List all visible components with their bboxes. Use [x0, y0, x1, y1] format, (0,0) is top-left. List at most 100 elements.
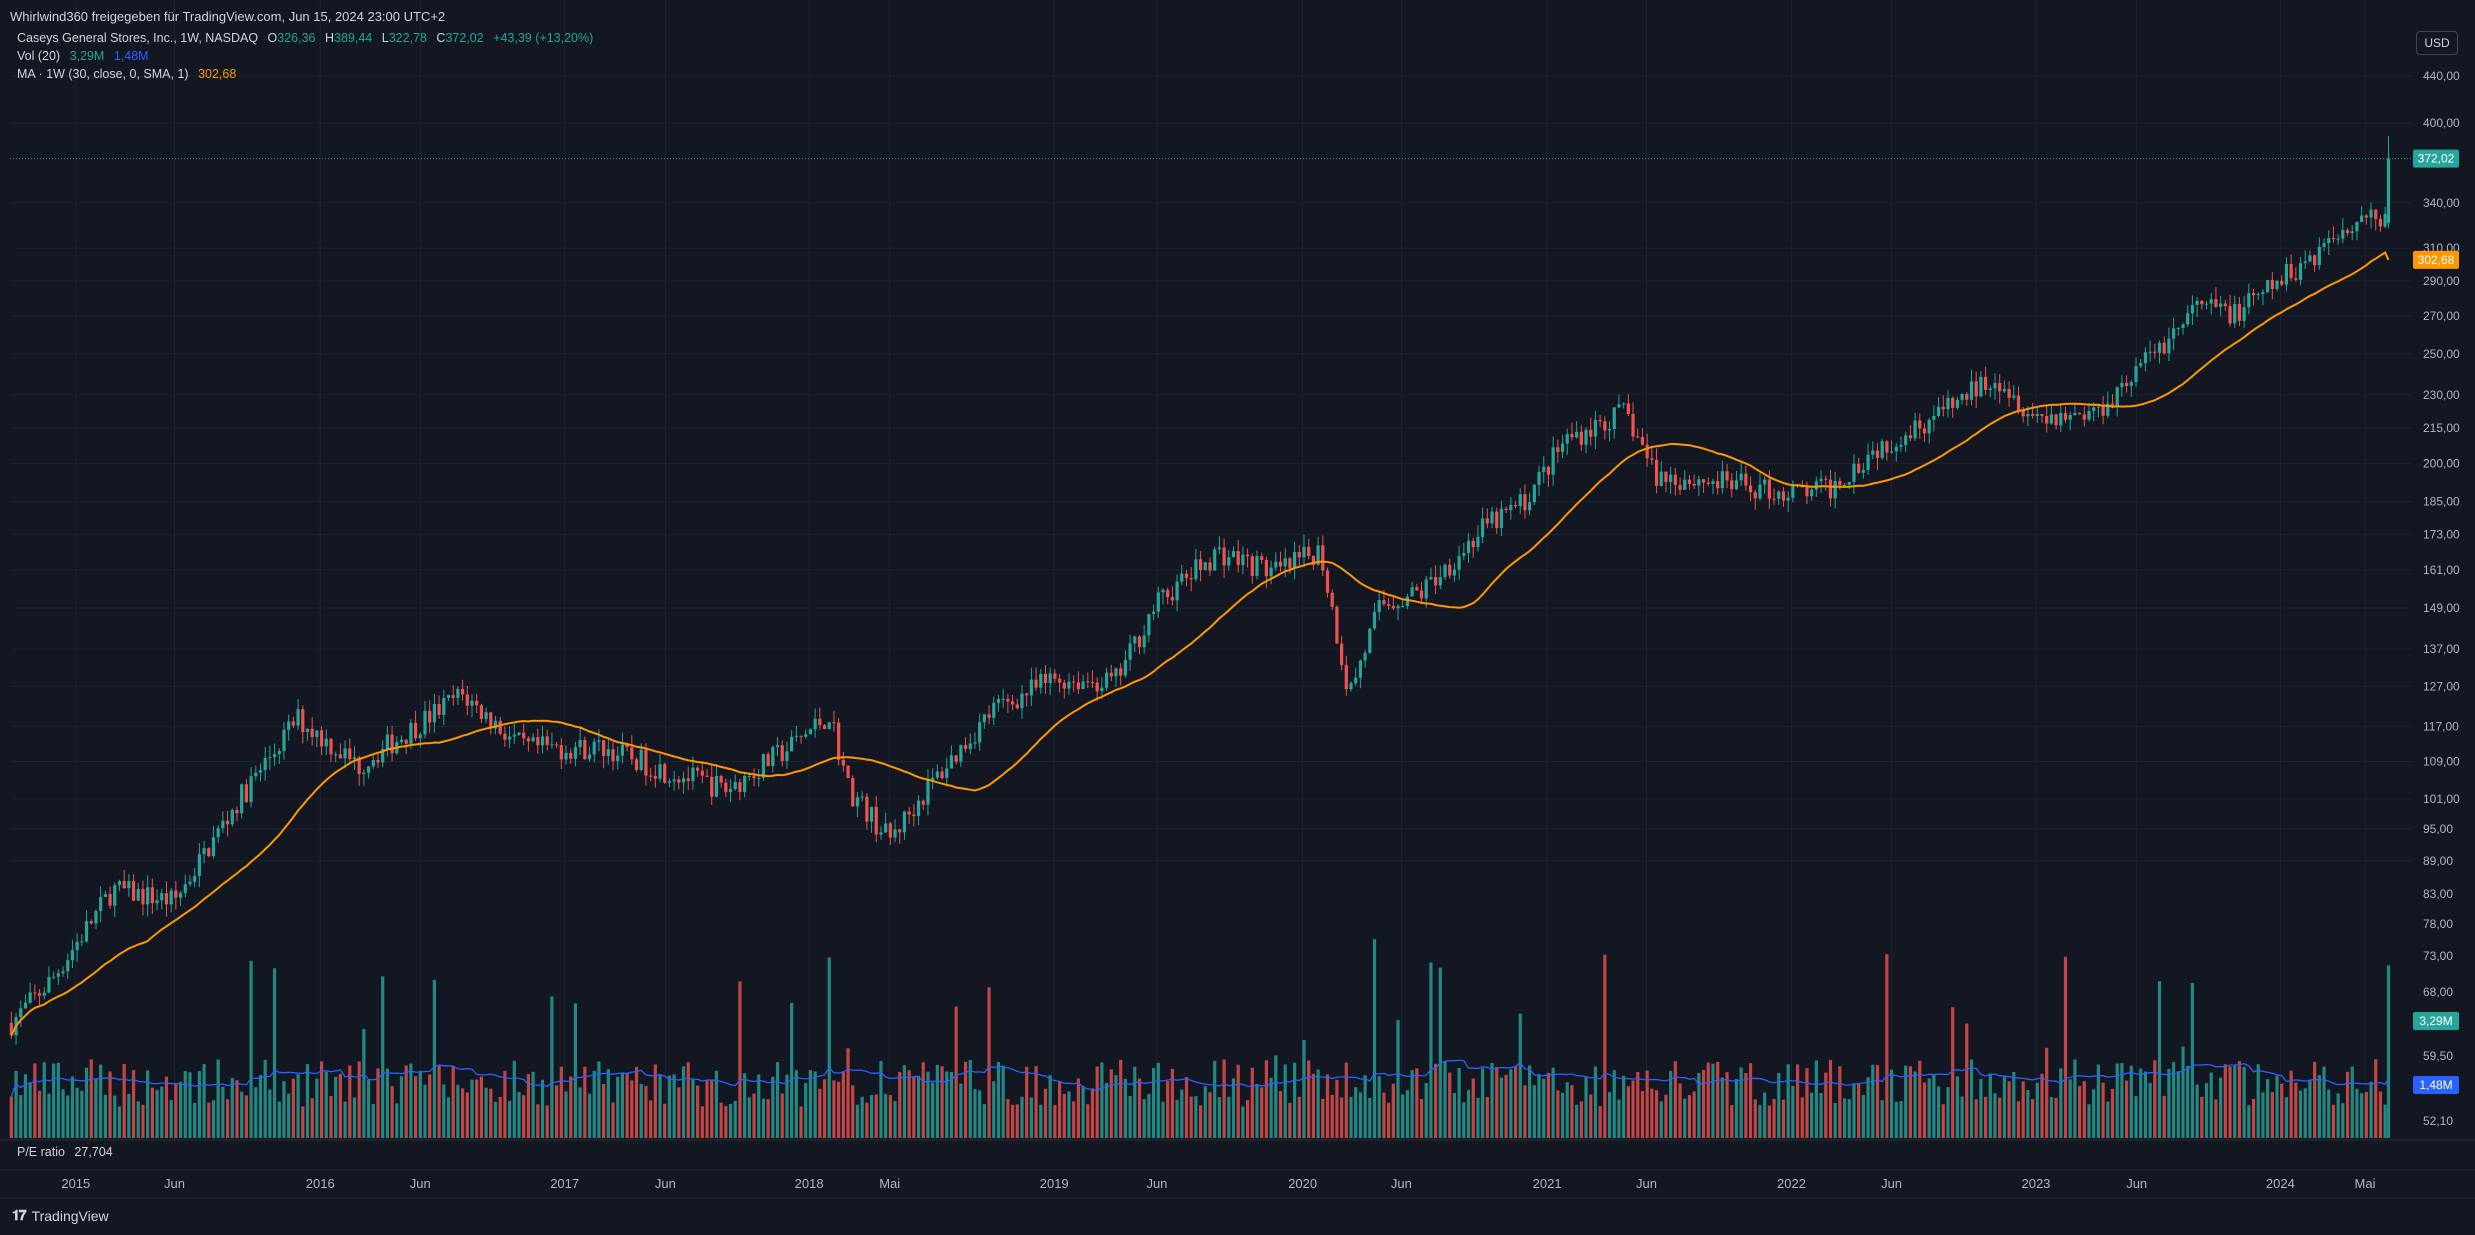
candle-body [23, 1002, 28, 1009]
currency-button[interactable]: USD [2416, 31, 2458, 55]
candle-body [686, 778, 690, 781]
candle-body [2350, 231, 2354, 234]
candle-body [1401, 605, 1405, 607]
candle-body [1231, 551, 1236, 558]
price-tick-label: 52,10 [2423, 1114, 2453, 1128]
candle-body [1640, 437, 1645, 445]
volume-bar [442, 1084, 446, 1138]
volume-bar [2063, 956, 2068, 1138]
volume-bar [987, 987, 991, 1138]
volume-bar [869, 1094, 874, 1138]
candle-body [272, 754, 277, 758]
candle-body [1227, 557, 1231, 566]
candle-body [498, 720, 502, 734]
candle-body [1053, 673, 1057, 679]
volume-bar [1457, 1068, 1461, 1138]
candle-body [1316, 545, 1320, 565]
time-tick-label: Jun [2126, 1176, 2147, 1191]
candle-body [2007, 388, 2011, 398]
volume-label: Vol (20) [17, 49, 61, 63]
candle-body [432, 704, 436, 723]
volume-bar [2045, 1047, 2049, 1138]
candle-body [1236, 551, 1240, 566]
candle-body [785, 751, 789, 761]
volume-legend[interactable]: Vol (20) 3,29M 1,48M [17, 49, 155, 63]
volume-bar [2101, 1082, 2105, 1138]
symbol-legend[interactable]: Caseys General Stores, Inc., 1W, NASDAQ … [17, 31, 599, 45]
volume-bar [503, 1070, 507, 1138]
candle-body [70, 950, 75, 961]
candle-body [1857, 463, 1861, 473]
candle-body [1434, 577, 1438, 586]
candle-body [324, 738, 328, 747]
candle-body [1325, 570, 1330, 593]
ma-legend[interactable]: MA · 1W (30, close, 0, SMA, 1) 302,68 [17, 67, 242, 81]
volume-bar [1509, 1069, 1513, 1138]
volume-bar [780, 1093, 784, 1138]
candle-body [1481, 518, 1485, 537]
candle-body [916, 800, 921, 817]
time-axis[interactable]: 2015 Jun 2016 Jun 2017 Jun 2018 Mai 2019 Jun 2020 J… [61, 1176, 2375, 1191]
pe-ratio-legend[interactable]: P/E ratio 27,704 [17, 1145, 113, 1159]
candle-body [202, 848, 206, 855]
volume-bar [1979, 1079, 1983, 1138]
candle-body [1565, 434, 1569, 444]
candle-body [644, 749, 648, 776]
volume-bar [761, 1098, 766, 1138]
candle-body [1147, 614, 1151, 636]
candle-body [1274, 561, 1278, 568]
price-axis[interactable]: 440,00400,00340,00310,00290,00270,00250,… [2423, 69, 2460, 1128]
volume-bar [696, 1085, 700, 1138]
volume-bar [1043, 1088, 1048, 1138]
volume-bar [1067, 1091, 1071, 1138]
volume-bar [1344, 1062, 1348, 1138]
candle-body [2284, 263, 2289, 285]
candle-body [2101, 406, 2105, 416]
candle-body [47, 976, 51, 993]
candle-body [2256, 294, 2260, 296]
volume-bar [677, 1087, 681, 1138]
candle-body [1542, 466, 1546, 472]
candle-body [620, 744, 625, 756]
volume-bar [1293, 1062, 1297, 1138]
candle-body [827, 722, 831, 729]
volume-bar [108, 1071, 112, 1138]
volume-bar [1010, 1104, 1015, 1138]
candle-body [606, 749, 610, 757]
volume-bar [211, 1100, 216, 1138]
volume-bar [254, 1087, 258, 1138]
footer-brand[interactable]: 𝟏𝟕 TradingView [12, 1207, 109, 1224]
candle-body [150, 887, 154, 904]
candle-body [1391, 605, 1395, 609]
volume-bar [2386, 965, 2391, 1138]
volume-bar [1824, 1072, 1828, 1138]
volume-bar [1753, 1099, 1757, 1138]
volume-bar [822, 1079, 827, 1138]
volume-bar [1274, 1055, 1278, 1138]
candle-body [2092, 407, 2096, 412]
volume-bar [1974, 1099, 1978, 1138]
candle-body [1443, 564, 1447, 578]
volume-bar [1349, 1096, 1353, 1138]
volume-bar [1626, 1086, 1630, 1138]
candle-body [1532, 484, 1536, 503]
candle-body [1612, 407, 1616, 430]
candle-body [2106, 403, 2110, 416]
candle-body [1213, 549, 1217, 571]
price-tick-label: 73,00 [2423, 949, 2453, 963]
volume-bar [1725, 1072, 1729, 1138]
volume-bar [1683, 1098, 1687, 1138]
brand-label: TradingView [31, 1207, 109, 1224]
volume-bar [2298, 1090, 2303, 1138]
volume-bar [1744, 1072, 1748, 1138]
candle-body [672, 779, 676, 782]
candle-body [978, 722, 982, 743]
volume-bar [183, 1071, 187, 1138]
candle-body [1951, 397, 1955, 408]
candle-body [1518, 494, 1522, 507]
candle-body [1983, 376, 1988, 391]
candle-body [1960, 394, 1964, 400]
volume-bar [1335, 1079, 1339, 1138]
candle-body [376, 760, 380, 763]
